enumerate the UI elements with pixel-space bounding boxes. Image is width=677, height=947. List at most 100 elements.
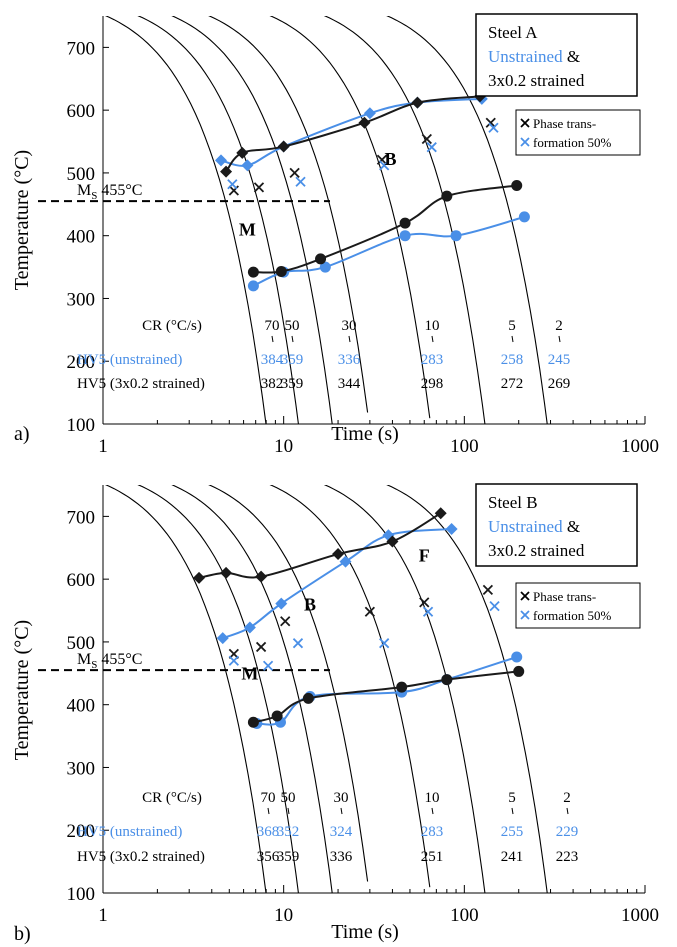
data-point-circle xyxy=(441,674,453,686)
data-point-diamond xyxy=(445,522,458,535)
data-point-circle xyxy=(275,265,287,277)
data-point-diamond xyxy=(220,165,233,178)
legend-black-cross-icon xyxy=(520,118,530,128)
cr-value: 5 xyxy=(508,318,516,334)
cr-tick xyxy=(511,807,514,815)
x-axis-label: Time (s) xyxy=(331,921,399,943)
cooling-curve xyxy=(269,16,431,419)
y-tick-label: 300 xyxy=(67,289,96,310)
hv-unstrained-value: 384 xyxy=(261,352,284,368)
hv-strained-value: 251 xyxy=(421,849,444,865)
data-point-circle xyxy=(319,261,331,273)
hv-unstrained-value: 283 xyxy=(421,352,444,368)
series-line-black-diamond xyxy=(198,512,442,579)
data-point-diamond xyxy=(215,154,228,167)
data-point-diamond xyxy=(216,632,229,645)
series-line-black-diamond xyxy=(225,95,481,173)
transformation-cross xyxy=(422,606,434,617)
data-point-diamond xyxy=(220,566,233,579)
transformation-cross xyxy=(485,117,496,128)
cooling-curve xyxy=(137,485,299,893)
cr-tick xyxy=(431,335,434,343)
hv-strained-value: 298 xyxy=(421,376,444,392)
hv-unstrained-value: 359 xyxy=(281,352,304,368)
region-label: M xyxy=(241,664,258,684)
cooling-curve xyxy=(171,485,333,893)
transformation-cross xyxy=(482,584,494,595)
cr-tick xyxy=(511,335,514,343)
data-point-diamond xyxy=(236,146,249,159)
hv-unstrained-value: 368 xyxy=(257,824,280,840)
region-label: B xyxy=(304,595,316,615)
hv-strained-value: 359 xyxy=(277,849,300,865)
data-point-diamond xyxy=(339,555,352,568)
y-tick-label: 400 xyxy=(67,696,96,717)
transformation-cross xyxy=(280,616,291,627)
data-point-circle xyxy=(302,692,314,704)
region-label: F xyxy=(419,546,430,566)
y-tick-label: 200 xyxy=(67,352,96,373)
cr-value: 5 xyxy=(508,790,516,806)
y-axis-label: Temperature (°C) xyxy=(11,150,33,290)
hv-unstrained-value: 258 xyxy=(501,352,524,368)
legend-line-2: Unstrained & xyxy=(488,517,580,536)
y-tick-label: 100 xyxy=(67,884,96,905)
cr-value: 2 xyxy=(563,790,571,806)
y-tick-label: 100 xyxy=(67,415,96,436)
cross-legend-line-1: Phase trans- xyxy=(533,116,596,131)
cr-tick xyxy=(271,335,274,343)
hv-strained-value: 359 xyxy=(281,376,304,392)
hv-unstrained-value: 283 xyxy=(421,824,444,840)
series-line-blue-diamond xyxy=(220,97,482,167)
y-axis-label: Temperature (°C) xyxy=(11,620,33,760)
ms-label: MS 455°C xyxy=(77,182,142,202)
cooling-curve xyxy=(105,485,267,893)
data-point-diamond xyxy=(275,597,288,610)
y-tick-label: 600 xyxy=(67,101,96,122)
cr-label: CR (°C/s) xyxy=(142,318,202,334)
x-tick-label: 1 xyxy=(98,905,108,926)
data-point-circle xyxy=(441,190,453,202)
data-point-circle xyxy=(247,280,259,292)
y-tick-label: 700 xyxy=(67,507,96,528)
cr-tick xyxy=(291,335,294,343)
legend-line-3: 3x0.2 strained xyxy=(488,541,585,560)
hv-unstrained-label: HV5 (unstrained) xyxy=(77,352,182,368)
cr-value: 10 xyxy=(425,318,440,334)
transformation-cross xyxy=(489,601,500,612)
series-line-blue-diamond xyxy=(222,527,452,640)
data-point-circle xyxy=(511,179,523,191)
hv-unstrained-value: 255 xyxy=(501,824,524,840)
cross-legend-line-2: formation 50% xyxy=(533,608,612,623)
cr-value: 70 xyxy=(265,318,280,334)
data-point-diamond xyxy=(411,96,424,109)
cr-value: 10 xyxy=(425,790,440,806)
cr-label: CR (°C/s) xyxy=(142,790,202,806)
transformation-cross xyxy=(262,660,274,671)
x-tick-label: 100 xyxy=(450,905,479,926)
region-label: M xyxy=(239,220,256,240)
ms-label: MS 455°C xyxy=(77,651,142,671)
cross-legend-line-1: Phase trans- xyxy=(533,589,596,604)
data-point-circle xyxy=(511,651,523,663)
data-point-circle xyxy=(450,230,462,242)
data-point-diamond xyxy=(193,571,206,584)
hv-unstrained-value: 229 xyxy=(556,824,579,840)
hv-unstrained-value: 352 xyxy=(277,824,300,840)
hv-strained-value: 382 xyxy=(261,376,284,392)
cooling-curve xyxy=(137,16,299,424)
legend-black-cross-icon xyxy=(520,591,530,601)
data-point-circle xyxy=(247,716,259,728)
hv-strained-label: HV5 (3x0.2 strained) xyxy=(77,849,205,865)
cr-tick xyxy=(431,807,434,815)
transformation-cross xyxy=(289,167,300,179)
cr-tick xyxy=(348,335,351,343)
x-tick-label: 1000 xyxy=(621,905,659,926)
hv-strained-value: 223 xyxy=(556,849,579,865)
data-point-diamond xyxy=(255,570,268,583)
data-point-circle xyxy=(399,217,411,229)
cooling-curve xyxy=(171,16,333,424)
transformation-cross xyxy=(419,597,430,608)
cooling-curve xyxy=(386,485,548,893)
hv-strained-value: 269 xyxy=(548,376,571,392)
